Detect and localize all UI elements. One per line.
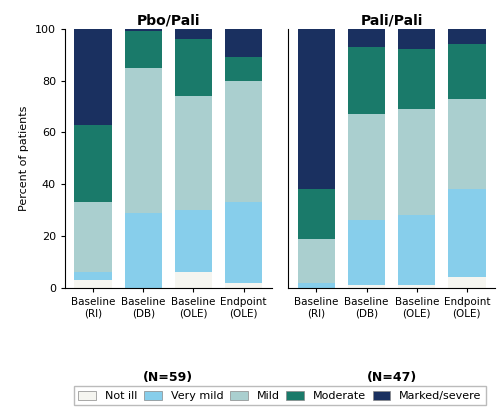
Bar <box>74 272 112 280</box>
Bar <box>398 285 436 288</box>
Bar <box>74 0 112 125</box>
Title: Pali/Pali: Pali/Pali <box>360 14 423 28</box>
Bar <box>224 282 262 288</box>
Bar <box>174 96 212 210</box>
Bar <box>448 29 486 44</box>
Bar <box>348 220 386 285</box>
Bar <box>174 210 212 272</box>
Bar <box>124 68 162 212</box>
Bar <box>298 189 336 238</box>
Bar <box>74 202 112 272</box>
Bar <box>398 49 436 109</box>
Text: (N=47): (N=47) <box>366 371 417 383</box>
Bar <box>174 29 212 39</box>
Bar <box>298 282 336 288</box>
Bar <box>298 238 336 282</box>
Bar <box>224 202 262 282</box>
Bar <box>348 47 386 114</box>
Bar <box>74 280 112 288</box>
Bar <box>398 29 436 49</box>
Text: (N=59): (N=59) <box>144 371 194 383</box>
Bar <box>448 277 486 288</box>
Bar <box>348 285 386 288</box>
Bar <box>348 29 386 47</box>
Bar <box>448 189 486 277</box>
Legend: Not ill, Very mild, Mild, Moderate, Marked/severe: Not ill, Very mild, Mild, Moderate, Mark… <box>74 386 486 405</box>
Bar <box>398 215 436 285</box>
Bar <box>348 114 386 220</box>
Bar <box>224 29 262 57</box>
Title: Pbo/Pali: Pbo/Pali <box>136 14 200 28</box>
Bar <box>224 57 262 81</box>
Bar <box>124 212 162 288</box>
Y-axis label: Percent of patients: Percent of patients <box>20 106 30 211</box>
Bar <box>448 44 486 99</box>
Bar <box>74 125 112 202</box>
Bar <box>448 99 486 189</box>
Bar <box>174 272 212 288</box>
Bar <box>174 39 212 96</box>
Bar <box>124 31 162 68</box>
Bar <box>224 81 262 202</box>
Bar <box>124 29 162 31</box>
Bar <box>398 109 436 215</box>
Bar <box>298 29 336 189</box>
